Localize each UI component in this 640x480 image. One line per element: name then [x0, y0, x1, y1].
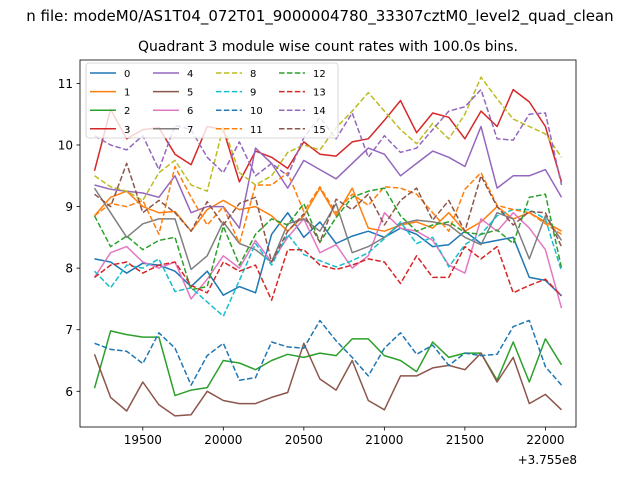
- series-line-2: [93, 330, 563, 397]
- figure-suptitle: n file: modeM0/AS1T04_072T01_9000004780_…: [26, 7, 613, 26]
- series-line-9: [93, 208, 563, 317]
- y-tick-label: 8: [65, 262, 73, 276]
- y-tick-label: 10: [58, 138, 73, 152]
- series-line-10: [94, 319, 563, 386]
- series-line-7: [93, 187, 563, 271]
- x-tick-label: 20500: [285, 433, 323, 447]
- series-line-4: [94, 125, 563, 229]
- legend-label-5: 5: [187, 88, 193, 99]
- series-line-15: [94, 162, 563, 263]
- legend-label-0: 0: [124, 69, 130, 80]
- series-line-13: [94, 245, 563, 301]
- legend-label-1: 1: [124, 88, 130, 99]
- legend-label-15: 15: [313, 125, 326, 136]
- legend-label-12: 12: [313, 69, 326, 80]
- x-tick-label: 22000: [526, 433, 564, 447]
- y-tick-label: 11: [58, 77, 73, 91]
- series-line-5: [93, 342, 563, 417]
- series-line-0: [94, 211, 563, 297]
- legend-box: [85, 62, 339, 139]
- legend-label-2: 2: [124, 106, 130, 117]
- legend-label-11: 11: [250, 125, 263, 136]
- chart-title: Quadrant 3 module wise count rates with …: [138, 39, 518, 55]
- legend-label-8: 8: [250, 69, 256, 80]
- legend-label-14: 14: [313, 106, 326, 117]
- y-tick-label: 6: [65, 385, 73, 399]
- series-line-6: [93, 211, 563, 309]
- series-line-11: [94, 165, 562, 245]
- plot-frame: [79, 59, 577, 428]
- x-tick-label: 21500: [446, 433, 484, 447]
- series-line-1: [93, 187, 562, 232]
- legend-label-4: 4: [187, 69, 193, 80]
- legend-label-10: 10: [250, 106, 263, 117]
- legend-label-9: 9: [250, 88, 256, 99]
- series-line-8: [94, 76, 563, 202]
- y-tick-label: 7: [65, 323, 73, 337]
- legend-label-3: 3: [124, 125, 130, 136]
- series-line-3: [93, 88, 563, 183]
- x-offset-label: +3.755e8: [518, 453, 577, 467]
- y-tick-label: 9: [65, 200, 73, 214]
- legend-label-7: 7: [187, 125, 193, 136]
- series-line-12: [93, 187, 563, 291]
- x-tick-label: 19500: [124, 433, 162, 447]
- legend-label-6: 6: [187, 106, 193, 117]
- x-tick-label: 20000: [204, 433, 242, 447]
- legend-label-13: 13: [313, 88, 326, 99]
- x-tick-label: 21000: [365, 433, 403, 447]
